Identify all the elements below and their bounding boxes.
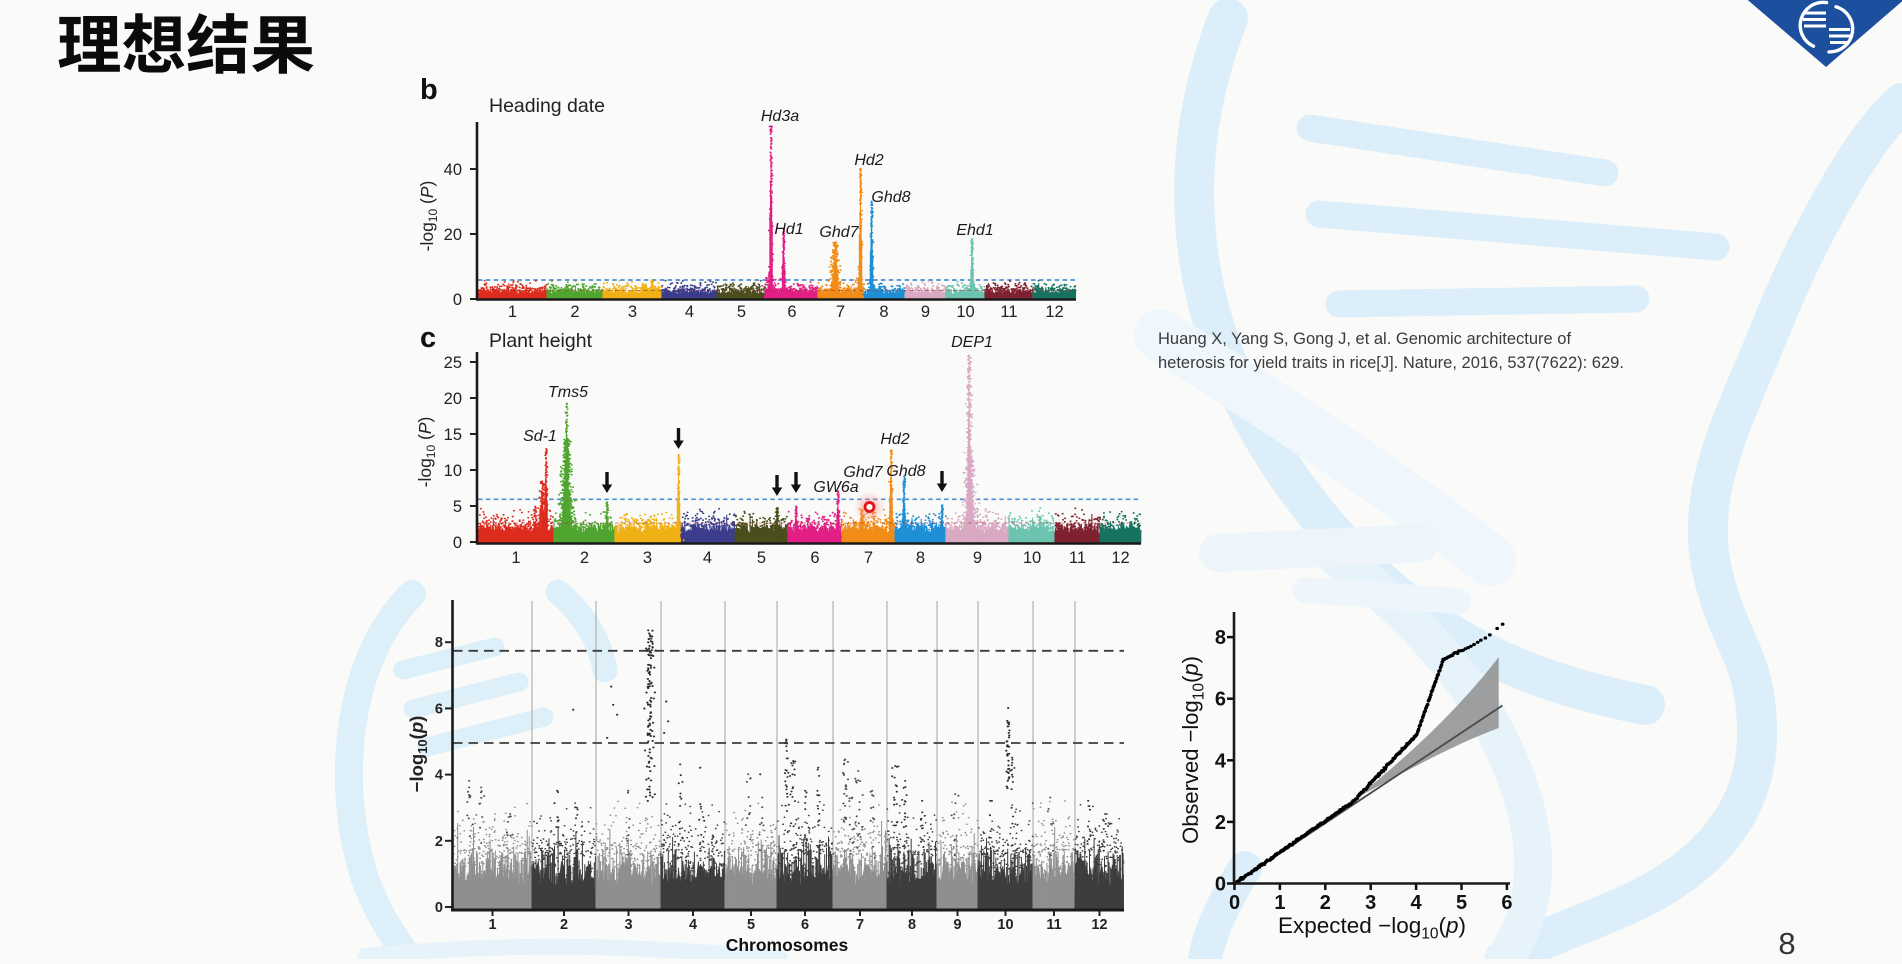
svg-text:9: 9	[973, 549, 982, 567]
svg-text:8: 8	[916, 549, 925, 567]
svg-text:0: 0	[1229, 892, 1240, 914]
svg-text:1: 1	[488, 917, 496, 933]
svg-text:10: 10	[444, 462, 462, 480]
svg-text:Ghd8: Ghd8	[886, 463, 925, 480]
svg-text:Hd3a: Hd3a	[761, 108, 799, 125]
svg-text:10: 10	[997, 917, 1013, 933]
svg-text:20: 20	[444, 226, 462, 244]
svg-text:1: 1	[1274, 892, 1285, 914]
svg-text:5: 5	[453, 498, 462, 516]
svg-text:-log10 (P): -log10 (P)	[417, 181, 440, 252]
svg-text:2: 2	[1320, 892, 1331, 914]
svg-text:20: 20	[444, 390, 462, 408]
svg-text:−log10(p): −log10(p)	[406, 716, 430, 793]
svg-text:GW6a: GW6a	[813, 479, 858, 496]
svg-text:heterosis for yield traits in: heterosis for yield traits in rice[J]. N…	[1158, 354, 1624, 372]
svg-text:Ehd1: Ehd1	[956, 222, 993, 239]
svg-text:7: 7	[856, 917, 864, 933]
svg-text:Huang X, Yang S, Gong J, et al: Huang X, Yang S, Gong J, et al. Genomic …	[1158, 330, 1571, 348]
svg-text:8: 8	[879, 303, 888, 321]
svg-text:12: 12	[1045, 303, 1063, 321]
svg-text:11: 11	[1046, 917, 1061, 933]
svg-text:Hd1: Hd1	[774, 221, 803, 238]
svg-text:25: 25	[444, 354, 462, 372]
svg-text:40: 40	[444, 161, 462, 179]
svg-text:1: 1	[508, 303, 517, 321]
svg-text:3: 3	[628, 303, 637, 321]
svg-text:5: 5	[1456, 892, 1467, 914]
svg-text:10: 10	[1023, 549, 1041, 567]
svg-text:2: 2	[560, 917, 568, 933]
svg-text:8: 8	[435, 635, 443, 651]
svg-text:15: 15	[444, 426, 462, 444]
svg-text:6: 6	[1501, 892, 1512, 914]
svg-text:Ghd7: Ghd7	[819, 224, 859, 241]
svg-text:4: 4	[689, 917, 697, 933]
svg-text:1: 1	[511, 549, 520, 567]
svg-text:3: 3	[643, 549, 652, 567]
svg-text:6: 6	[801, 917, 809, 933]
svg-text:DEP1: DEP1	[951, 334, 993, 351]
svg-text:6: 6	[435, 701, 443, 717]
svg-text:11: 11	[1000, 303, 1017, 321]
svg-text:4: 4	[435, 768, 443, 784]
svg-text:0: 0	[453, 291, 462, 309]
svg-text:2: 2	[580, 549, 589, 567]
svg-text:8: 8	[1778, 926, 1795, 959]
svg-text:9: 9	[921, 303, 930, 321]
svg-text:Expected −log10(p): Expected −log10(p)	[1278, 913, 1466, 943]
svg-text:7: 7	[836, 303, 845, 321]
svg-text:4: 4	[685, 303, 694, 321]
svg-text:Ghd8: Ghd8	[871, 189, 910, 206]
svg-text:10: 10	[956, 303, 974, 321]
svg-text:8: 8	[1215, 627, 1226, 649]
svg-text:Sd-1: Sd-1	[523, 428, 557, 445]
svg-text:6: 6	[810, 549, 819, 567]
svg-text:4: 4	[703, 549, 712, 567]
svg-text:Heading date: Heading date	[489, 95, 605, 117]
svg-text:2: 2	[1215, 812, 1226, 834]
svg-text:4: 4	[1411, 892, 1423, 914]
svg-text:b: b	[420, 74, 438, 106]
svg-text:Ghd7: Ghd7	[843, 464, 883, 481]
svg-text:11: 11	[1069, 549, 1086, 567]
svg-text:9: 9	[953, 917, 961, 933]
svg-text:5: 5	[757, 549, 766, 567]
svg-text:6: 6	[787, 303, 796, 321]
svg-text:c: c	[420, 322, 436, 354]
svg-text:12: 12	[1111, 549, 1129, 567]
svg-text:4: 4	[1215, 750, 1227, 772]
svg-text:-log10 (P): -log10 (P)	[415, 417, 438, 488]
svg-text:12: 12	[1091, 917, 1107, 933]
svg-text:2: 2	[435, 834, 443, 850]
svg-text:2: 2	[570, 303, 579, 321]
svg-text:6: 6	[1215, 689, 1226, 711]
svg-text:0: 0	[453, 534, 462, 552]
svg-text:8: 8	[908, 917, 916, 933]
svg-text:0: 0	[1215, 874, 1226, 896]
svg-text:Tms5: Tms5	[548, 384, 588, 401]
svg-text:7: 7	[864, 549, 873, 567]
svg-text:5: 5	[747, 917, 755, 933]
svg-text:Chromosomes: Chromosomes	[726, 935, 849, 955]
svg-text:5: 5	[737, 303, 746, 321]
svg-text:3: 3	[624, 917, 632, 933]
svg-text:Hd2: Hd2	[880, 431, 909, 448]
svg-text:Hd2: Hd2	[854, 152, 883, 169]
svg-text:3: 3	[1365, 892, 1376, 914]
svg-text:0: 0	[435, 900, 443, 916]
svg-text:Plant height: Plant height	[489, 330, 593, 352]
